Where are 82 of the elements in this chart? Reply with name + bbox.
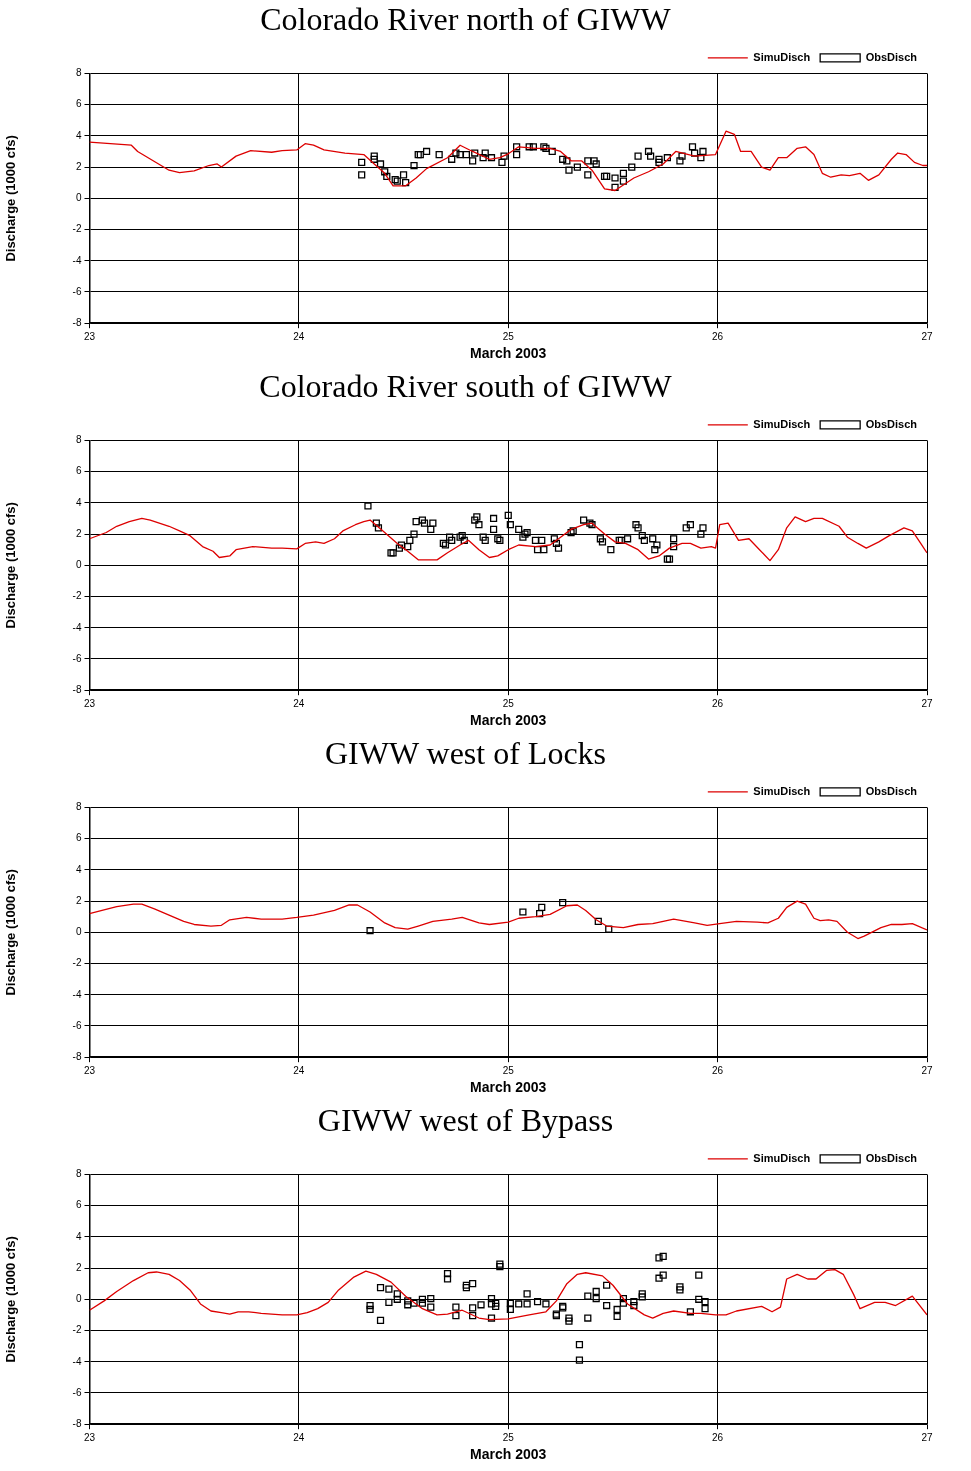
y-axis-title: Discharge (1000 cfs)	[3, 502, 19, 629]
y-tick-label: 4	[75, 1230, 82, 1242]
y-tick-label: 2	[75, 160, 82, 172]
y-tick-label: 2	[75, 1261, 82, 1273]
y-tick-label: 8	[75, 67, 82, 79]
y-tick-label: -2	[72, 590, 82, 602]
y-tick-label: -6	[72, 1019, 82, 1031]
x-tick-label: 23	[83, 1064, 96, 1076]
x-tick-label: 25	[502, 697, 515, 709]
legend-label: SimuDisch	[753, 784, 811, 797]
x-tick-label: 25	[502, 1064, 515, 1076]
x-tick-label: 27	[921, 1431, 933, 1443]
x-axis-title: March 2003	[470, 1079, 547, 1096]
point	[536, 909, 544, 918]
point	[559, 899, 567, 907]
y-tick-label: 0	[75, 192, 82, 204]
y-tick-label: -8	[72, 683, 82, 695]
x-tick-label: 26	[712, 1064, 724, 1076]
x-tick-label: 24	[293, 1431, 305, 1443]
y-tick-label: -6	[72, 652, 82, 664]
y-tick-label: -6	[72, 1386, 82, 1398]
y-tick-label: -2	[72, 1324, 82, 1336]
x-tick-label: 26	[712, 1431, 724, 1443]
y-tick-label: -4	[72, 1355, 82, 1367]
legend-label: ObsDisch	[865, 50, 918, 63]
y-tick-label: -2	[72, 957, 82, 969]
x-tick-label: 23	[83, 330, 96, 342]
x-axis-title: March 2003	[470, 712, 547, 729]
x-tick-label: 24	[293, 1064, 305, 1076]
x-tick-label: 23	[83, 1431, 96, 1443]
y-tick-label: 0	[75, 926, 82, 938]
x-tick-label: 24	[293, 697, 305, 709]
x-tick-label: 26	[712, 330, 724, 342]
x-tick-label: 25	[502, 1431, 515, 1443]
x-tick-label: 25	[502, 330, 515, 342]
y-tick-label: 6	[75, 1199, 82, 1211]
y-tick-label: -8	[72, 316, 82, 328]
y-tick-label: 0	[75, 559, 82, 571]
y-tick-label: 0	[75, 1293, 82, 1305]
y-axis-title: Discharge (1000 cfs)	[3, 869, 19, 996]
y-tick-label: -4	[72, 621, 82, 633]
legend-label: SimuDisch	[753, 50, 811, 63]
y-tick-label: 8	[75, 434, 82, 446]
point	[366, 927, 374, 935]
y-tick-label: 8	[75, 801, 82, 813]
x-tick-label: 23	[83, 697, 96, 709]
legend-label: SimuDisch	[753, 417, 811, 430]
y-axis-title: Discharge (1000 cfs)	[3, 135, 19, 262]
y-tick-label: -8	[72, 1050, 82, 1062]
point	[519, 908, 527, 916]
y-tick-label: 2	[75, 894, 82, 906]
legend-label: ObsDisch	[865, 417, 918, 430]
y-axis-title: Discharge (1000 cfs)	[3, 1236, 19, 1363]
y-tick-label: -4	[72, 254, 82, 266]
point	[538, 903, 546, 911]
y-tick-label: 8	[75, 1168, 82, 1180]
y-tick-label: -8	[72, 1417, 82, 1429]
legend-label: ObsDisch	[865, 1151, 918, 1164]
point	[594, 917, 602, 925]
y-tick-label: 4	[75, 129, 82, 141]
y-tick-label: 6	[75, 832, 82, 844]
legend-label: ObsDisch	[865, 784, 918, 797]
legend-label: SimuDisch	[753, 1151, 811, 1164]
chart-title: Colorado River north of GIWW	[260, 0, 672, 37]
chart-title: Colorado River south of GIWW	[259, 367, 673, 404]
y-tick-label: -4	[72, 988, 82, 1000]
x-axis-title: March 2003	[470, 1446, 547, 1463]
y-tick-label: -6	[72, 285, 82, 297]
y-tick-label: 4	[75, 863, 82, 875]
y-tick-label: 6	[75, 98, 82, 110]
x-axis-title: March 2003	[470, 345, 547, 362]
chart-title: GIWW west of Bypass	[317, 1101, 614, 1138]
x-tick-label: 26	[712, 697, 724, 709]
y-tick-label: 6	[75, 465, 82, 477]
y-tick-label: 2	[75, 527, 82, 539]
x-tick-label: 27	[921, 1064, 933, 1076]
y-tick-label: -2	[72, 223, 82, 235]
x-tick-label: 24	[293, 330, 305, 342]
y-tick-label: 4	[75, 496, 82, 508]
chart-title: GIWW west of Locks	[324, 734, 607, 771]
x-tick-label: 27	[921, 330, 933, 342]
x-tick-label: 27	[921, 697, 933, 709]
